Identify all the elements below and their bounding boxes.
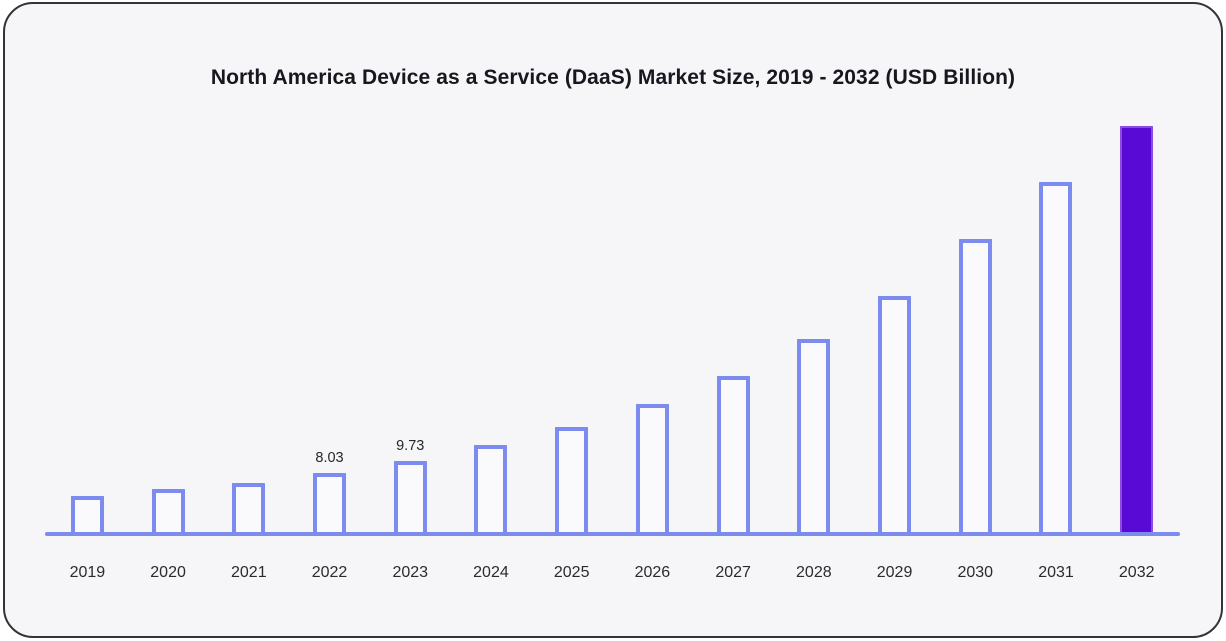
bar-column-2024 — [451, 445, 532, 532]
bar-2027 — [716, 376, 750, 532]
x-axis-label-2026: 2026 — [634, 564, 671, 581]
bar-column-2025 — [531, 427, 612, 532]
x-axis-label-2028: 2028 — [796, 564, 832, 581]
bar-column-2032 — [1096, 126, 1177, 532]
bar-2024 — [474, 445, 508, 532]
bar-2028 — [797, 339, 831, 532]
bar-2020 — [151, 489, 185, 532]
x-axis-label-2019: 2019 — [69, 564, 106, 581]
bar-column-2021 — [208, 483, 289, 532]
bar-column-2030 — [935, 239, 1016, 532]
bar-2030 — [958, 239, 992, 532]
x-axis-labels: 2019 2020 2021 2022 2023 2024 2025 2026 2027 2028… — [47, 564, 1177, 582]
bar-column-2026 — [612, 404, 693, 532]
chart-card: North America Device as a Service (DaaS)… — [3, 2, 1223, 638]
x-axis-label-2032: 2032 — [1118, 564, 1155, 581]
bar-column-2019 — [47, 496, 128, 532]
bar-column-2028 — [773, 339, 854, 532]
x-axis-label-2020: 2020 — [150, 564, 186, 581]
bar-2021 — [232, 483, 266, 532]
x-axis-label-2031: 2031 — [1038, 564, 1074, 581]
bar-column-2027 — [693, 376, 774, 532]
bar-value-label-2022: 8.03 — [315, 450, 344, 466]
bar-column-2031 — [1016, 182, 1097, 532]
bar-2019 — [70, 496, 104, 532]
bar-2026 — [635, 404, 669, 532]
bar-value-label-2023: 9.73 — [396, 438, 425, 454]
bar-2032 — [1120, 126, 1154, 532]
bar-2022 — [313, 473, 347, 532]
x-axis-label-2021: 2021 — [231, 564, 267, 581]
x-axis-label-2025: 2025 — [553, 564, 590, 581]
bar-column-2029 — [854, 296, 935, 532]
x-axis-label-2024: 2024 — [473, 564, 509, 581]
bar-2031 — [1039, 182, 1073, 532]
x-axis-line — [45, 532, 1180, 536]
bar-column-2023: 9.73 — [370, 438, 451, 532]
x-axis-label-2022: 2022 — [311, 564, 348, 581]
x-axis-label-2023: 2023 — [392, 564, 429, 581]
bars-row: 8.03 9.73 — [47, 126, 1177, 532]
bar-2025 — [555, 427, 589, 532]
chart-title: North America Device as a Service (DaaS)… — [210, 66, 1016, 89]
bar-column-2020 — [128, 489, 209, 532]
bar-2023 — [393, 461, 427, 532]
x-axis-label-2030: 2030 — [957, 564, 994, 581]
x-axis-label-2029: 2029 — [876, 564, 913, 581]
bar-2029 — [878, 296, 912, 532]
x-axis-label-2027: 2027 — [715, 564, 751, 581]
bar-column-2022: 8.03 — [289, 450, 370, 532]
